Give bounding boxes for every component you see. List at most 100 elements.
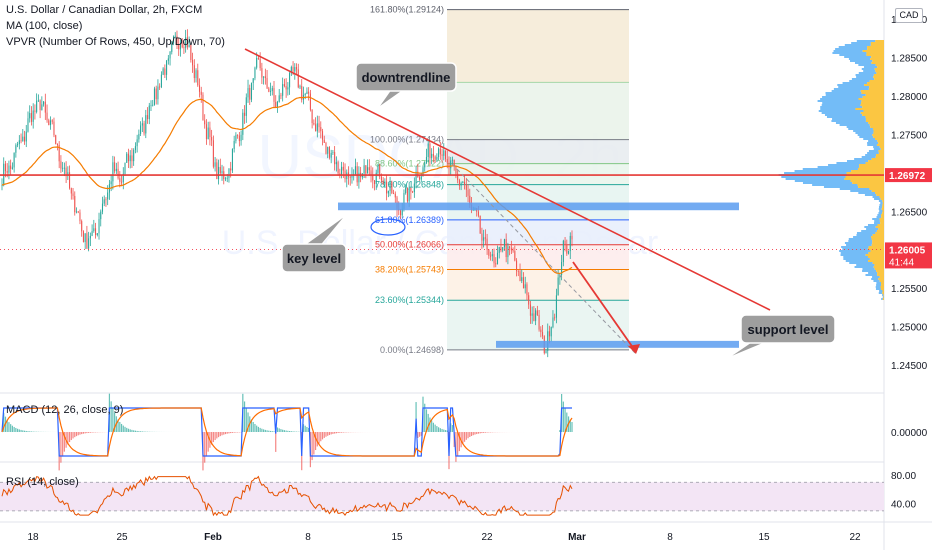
vpvr-down-bar — [868, 160, 884, 162]
candle-body — [393, 193, 395, 194]
candle-body — [289, 73, 291, 88]
candle-body — [195, 70, 197, 79]
candle-body — [84, 233, 86, 243]
candle-body — [283, 84, 285, 87]
vpvr-up-bar — [817, 100, 862, 102]
projection-path — [451, 163, 637, 355]
candle-body — [403, 193, 405, 209]
macd-histogram-bar — [138, 431, 140, 432]
vpvr-down-bar — [879, 220, 884, 222]
vpvr-down-bar — [877, 272, 884, 274]
macd-histogram-bar — [18, 429, 20, 432]
candle-body — [214, 162, 216, 167]
candle-body — [325, 142, 327, 154]
candle-body — [131, 155, 133, 162]
vpvr-down-bar — [868, 246, 884, 248]
candle-body — [566, 245, 568, 254]
candle-body — [533, 313, 535, 321]
candle-body — [216, 162, 218, 180]
ma-legend[interactable]: MA (100, close) — [6, 20, 83, 32]
macd-histogram-bar — [117, 419, 119, 432]
candle-body — [519, 271, 521, 282]
candle-body — [138, 133, 140, 140]
macd-histogram-bar — [282, 429, 284, 432]
vpvr-up-bar — [867, 152, 879, 154]
macd-histogram-bar — [219, 432, 221, 437]
vpvr-legend[interactable]: VPVR (Number Of Rows, 450, Up/Down, 70) — [6, 36, 225, 48]
vpvr-up-bar — [839, 54, 867, 56]
vpvr-up-bar — [794, 180, 851, 182]
candle-body — [306, 91, 308, 94]
macd-histogram-bar — [432, 422, 434, 432]
vpvr-up-bar — [846, 126, 871, 128]
macd-histogram-bar — [285, 430, 287, 432]
candle-body — [496, 252, 499, 265]
candle-body — [209, 127, 211, 138]
macd-histogram-bar — [288, 431, 291, 432]
macd-histogram-bar — [231, 432, 234, 433]
macd-histogram-bar — [3, 412, 5, 432]
fib-level-label: 161.80%(1.29124) — [370, 5, 444, 15]
vpvr-down-bar — [880, 148, 884, 150]
vpvr-down-bar — [877, 140, 884, 142]
macd-histogram-bar — [292, 431, 294, 432]
candle-body — [252, 78, 254, 83]
macd-histogram-bar — [276, 427, 279, 432]
vpvr-down-bar — [876, 144, 884, 146]
vpvr-up-bar — [874, 222, 881, 224]
candle-body — [268, 88, 270, 92]
chart-overlays: downtrendline key level support level — [0, 48, 884, 359]
candle-body — [230, 168, 232, 171]
rsi-line — [1, 475, 573, 517]
candle-body — [244, 112, 246, 116]
vpvr-down-bar — [865, 120, 884, 122]
macd-histogram-bar — [425, 409, 428, 432]
macd-histogram-bar — [308, 427, 310, 432]
symbol-legend[interactable]: U.S. Dollar / Canadian Dollar, 2h, FXCM — [6, 4, 203, 16]
vpvr-up-bar — [837, 84, 865, 86]
candle-body — [436, 157, 438, 160]
fib-band — [447, 244, 629, 270]
vpvr-up-bar — [866, 228, 879, 230]
vpvr-up-bar — [802, 182, 853, 184]
price-tick-label: 1.28000 — [891, 92, 928, 103]
vpvr-down-bar — [865, 254, 884, 256]
candle-body — [308, 91, 310, 94]
macd-histogram-bar — [424, 403, 426, 432]
candle-body — [571, 235, 573, 240]
currency-badge[interactable]: CAD — [895, 8, 923, 23]
candle-body — [242, 112, 244, 135]
macd-histogram-bar — [27, 431, 29, 432]
candle-body — [124, 162, 126, 174]
macd-histogram-bar — [334, 432, 336, 434]
fib-level-label: 88.60%(1.27122) — [375, 159, 444, 169]
fib-band — [447, 163, 629, 185]
macd-histogram-bar — [88, 432, 90, 433]
candle-body — [285, 86, 287, 90]
macd-histogram-bar — [340, 432, 343, 433]
candle-body — [552, 317, 554, 328]
rsi-legend[interactable]: RSI (14, close) — [6, 476, 79, 488]
vpvr-up-bar — [831, 90, 861, 92]
candle-body — [457, 173, 459, 181]
macd-histogram-bar — [11, 425, 13, 432]
candle-body — [237, 134, 239, 136]
time-tick-label: 15 — [758, 532, 770, 543]
macd-histogram-bar — [465, 432, 467, 440]
candle-body — [391, 181, 393, 194]
vpvr-down-bar — [875, 192, 884, 194]
vpvr-up-bar — [840, 254, 866, 256]
macd-legend[interactable]: MACD (12, 26, close, 9) — [6, 404, 124, 416]
candle-body — [176, 35, 178, 45]
candle-body — [562, 240, 564, 263]
candle-body — [43, 101, 45, 105]
candle-body — [162, 68, 164, 75]
candle-body — [27, 118, 29, 132]
vpvr-up-bar — [873, 146, 880, 148]
vpvr-down-bar — [845, 176, 884, 178]
vpvr-up-bar — [853, 130, 874, 132]
candle-body — [75, 211, 78, 213]
candle-body — [41, 104, 43, 111]
vpvr-down-bar — [855, 108, 884, 110]
vpvr-up-bar — [878, 200, 883, 202]
